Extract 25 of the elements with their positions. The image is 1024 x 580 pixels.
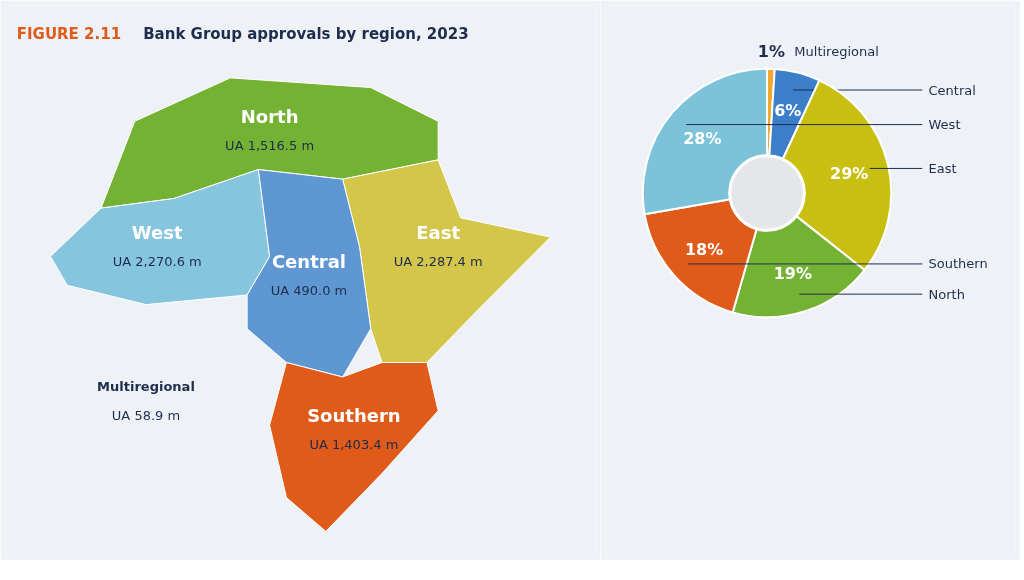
- category-label: Central: [271, 250, 346, 272]
- slice-label: Southern: [928, 256, 988, 272]
- data-label: 18%: [684, 240, 724, 260]
- category-label: East: [416, 221, 461, 243]
- data-label: 1%: [757, 42, 785, 62]
- category-label: West: [131, 221, 183, 243]
- slice-label: West: [928, 117, 961, 133]
- data-label: 6%: [774, 101, 802, 121]
- text: UA 490.0 m: [270, 282, 348, 298]
- text: UA 58.9 m: [111, 408, 181, 424]
- chart-title: FIGURE 2.11 Bank Group approvals by region, 2023: [16, 25, 469, 44]
- text: UA 1,516.5 m: [225, 137, 315, 153]
- data-label: 29%: [830, 163, 869, 183]
- slice-label: Central: [928, 82, 976, 98]
- text: UA 2,270.6 m: [112, 253, 202, 269]
- data-label: 28%: [683, 128, 722, 148]
- slice-label: Multiregional: [794, 44, 879, 60]
- slice-label: East: [928, 160, 957, 176]
- category-label: Multiregional: [97, 379, 195, 395]
- slice-label: North: [928, 286, 965, 302]
- text: UA 1,403.4 m: [309, 437, 399, 453]
- text: UA 2,287.4 m: [393, 253, 483, 269]
- data-label: 19%: [773, 264, 813, 284]
- category-label: Southern: [307, 405, 401, 427]
- category-label: North: [240, 105, 299, 127]
